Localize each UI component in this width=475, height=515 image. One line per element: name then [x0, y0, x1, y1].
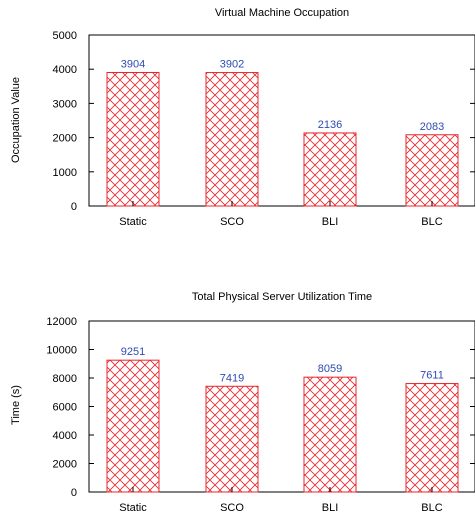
chart-title: Virtual Machine Occupation	[215, 7, 349, 19]
bar-bli	[303, 132, 357, 207]
y-tick-label: 5000	[53, 30, 77, 42]
data-label: 8059	[318, 363, 342, 375]
x-tick-label: SCO	[220, 216, 244, 228]
y-tick-label: 1000	[53, 167, 77, 179]
y-axis-label: Occupation Value	[10, 77, 22, 163]
chart-server-utilization: Total Physical Server Utilization Time T…	[10, 291, 475, 514]
y-tick-label: 3000	[53, 98, 77, 110]
chart-vm-occupation: Virtual Machine Occupation Occupation Va…	[10, 7, 475, 228]
y-tick-label: 2000	[53, 133, 77, 145]
x-tick-label: BLC	[421, 216, 442, 228]
bar-blc	[405, 383, 459, 493]
data-label: 3904	[121, 58, 145, 70]
plot-frame	[88, 34, 475, 207]
y-tick-label: 10000	[46, 345, 77, 357]
data-label: 2136	[318, 119, 342, 131]
bar-blc	[405, 134, 459, 207]
chart-title: Total Physical Server Utilization Time	[192, 291, 372, 303]
bar-sco	[205, 385, 259, 493]
x-tick-label: BLC	[421, 502, 442, 514]
y-tick-label: 2000	[53, 459, 77, 471]
x-tick-label: BLI	[322, 502, 339, 514]
x-tick-label: SCO	[220, 502, 244, 514]
y-tick-label: 0	[71, 487, 77, 499]
data-label: 3902	[220, 59, 244, 71]
y-axis-label: Time (s)	[10, 385, 22, 425]
data-label: 7419	[220, 372, 244, 384]
data-label: 7611	[420, 370, 444, 382]
y-tick-label: 8000	[53, 373, 77, 385]
data-label: 2083	[420, 121, 444, 133]
x-tick-label: Static	[119, 502, 147, 514]
y-tick-label: 0	[71, 201, 77, 213]
bar-static	[106, 71, 160, 207]
x-tick-label: BLI	[322, 216, 339, 228]
data-label: 9251	[121, 346, 145, 358]
bar-static	[106, 359, 160, 493]
bar-bli	[303, 376, 357, 493]
y-tick-label: 12000	[46, 316, 77, 328]
y-tick-label: 4000	[53, 64, 77, 76]
y-tick-label: 4000	[53, 430, 77, 442]
x-tick-label: Static	[119, 216, 147, 228]
y-tick-label: 6000	[53, 402, 77, 414]
bar-sco	[205, 72, 259, 207]
